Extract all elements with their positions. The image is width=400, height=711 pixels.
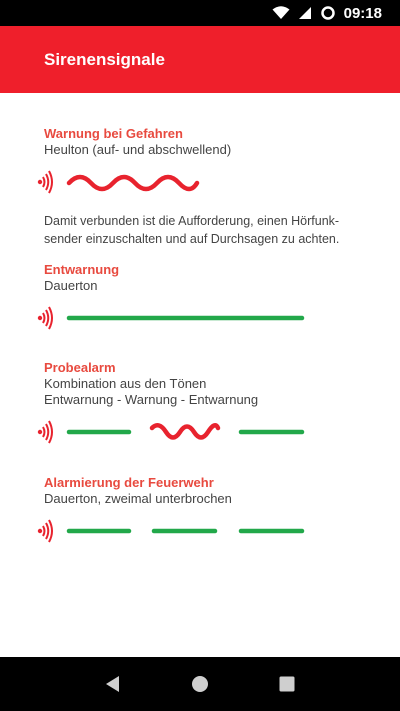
signal-item-entwarnung[interactable]: Entwarnung Dauerton: [37, 261, 374, 334]
speaker-icon: [37, 519, 53, 543]
signal-title: Entwarnung: [44, 262, 120, 277]
navigation-bar: [0, 657, 400, 711]
back-button[interactable]: [93, 664, 133, 704]
wifi-icon: [272, 6, 290, 19]
signal-graphic: [37, 416, 374, 448]
signal-item-probealarm[interactable]: Probealarm Kombination aus den Tönen Ent…: [37, 359, 374, 448]
app-bar: Sirenensignale: [0, 26, 400, 93]
status-time: 09:18: [343, 4, 382, 22]
signal-graphic: [37, 166, 374, 198]
home-button[interactable]: [180, 664, 220, 704]
signal-description: Damit verbunden ist die Aufforderung, ei…: [44, 214, 340, 246]
signal-graphic: [37, 515, 374, 547]
signal-graphic: [37, 302, 374, 334]
signal-title: Alarmierung der Feuerwehr: [44, 475, 214, 490]
signal-icon: [298, 7, 311, 19]
battery-ring-icon: [320, 6, 335, 20]
home-circle-icon: [191, 676, 208, 692]
signal-title: Warnung bei Gefahren: [44, 126, 183, 141]
signal-subtitle-2: Entwarnung - Warnung - Entwarnung: [44, 392, 259, 407]
speaker-icon: [37, 170, 53, 194]
signal-list: Warnung bei Gefahren Heulton (auf- und a…: [0, 93, 400, 657]
signal-subtitle: Dauerton: [44, 278, 98, 293]
page-title: Sirenensignale: [44, 49, 165, 69]
siren-wave: [149, 423, 221, 440]
signal-subtitle: Dauerton, zweimal unterbrochen: [44, 491, 232, 506]
signal-item-warnung[interactable]: Warnung bei Gefahren Heulton (auf- und a…: [37, 125, 374, 248]
signal-subtitle: Heulton (auf- und abschwellend): [44, 142, 232, 157]
back-triangle-icon: [106, 676, 120, 692]
status-bar: 09:18: [0, 0, 400, 26]
signal-title: Probealarm: [44, 360, 116, 375]
signal-item-feuerwehr[interactable]: Alarmierung der Feuerwehr Dauerton, zwei…: [37, 474, 374, 547]
siren-wave: [66, 174, 200, 192]
recents-square-icon: [279, 676, 295, 692]
speaker-icon: [37, 420, 53, 444]
recents-button[interactable]: [267, 664, 307, 704]
speaker-icon: [37, 306, 53, 330]
signal-subtitle: Kombination aus den Tönen: [44, 376, 207, 391]
